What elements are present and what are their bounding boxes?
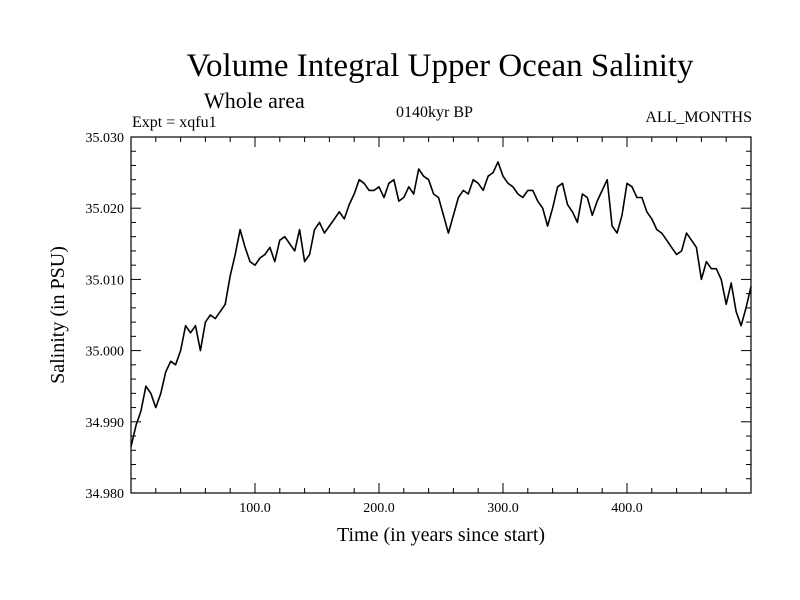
y-tick-label: 35.020 <box>86 202 125 217</box>
y-tick-label: 34.990 <box>86 416 125 431</box>
y-tick-label: 34.980 <box>86 487 125 502</box>
period-label: 0140kyr BP <box>396 104 473 121</box>
months-label: ALL_MONTHS <box>645 109 752 126</box>
y-tick-labels: 34.980 34.990 35.000 35.010 35.020 35.030 <box>86 131 125 502</box>
x-tick-label: 100.0 <box>239 501 271 516</box>
x-tick-label: 300.0 <box>487 501 519 516</box>
x-tick-label: 400.0 <box>611 501 643 516</box>
x-tick-labels: 100.0 200.0 300.0 400.0 <box>239 501 643 516</box>
chart-subtitle: Whole area <box>204 88 305 113</box>
series-line-salinity <box>130 161 752 447</box>
tick-marks <box>131 136 751 494</box>
y-tick-label: 35.010 <box>86 273 125 288</box>
y-tick-label: 35.030 <box>86 131 125 146</box>
experiment-label: Expt = xqfu1 <box>132 114 217 131</box>
chart-title: Volume Integral Upper Ocean Salinity <box>186 48 694 84</box>
series-layer <box>130 161 752 447</box>
y-axis-title: Salinity (in PSU) <box>47 246 69 384</box>
y-tick-label: 35.000 <box>86 345 125 360</box>
plot-frame <box>130 136 752 494</box>
x-axis-title: Time (in years since start) <box>337 524 545 546</box>
x-tick-label: 200.0 <box>363 501 395 516</box>
